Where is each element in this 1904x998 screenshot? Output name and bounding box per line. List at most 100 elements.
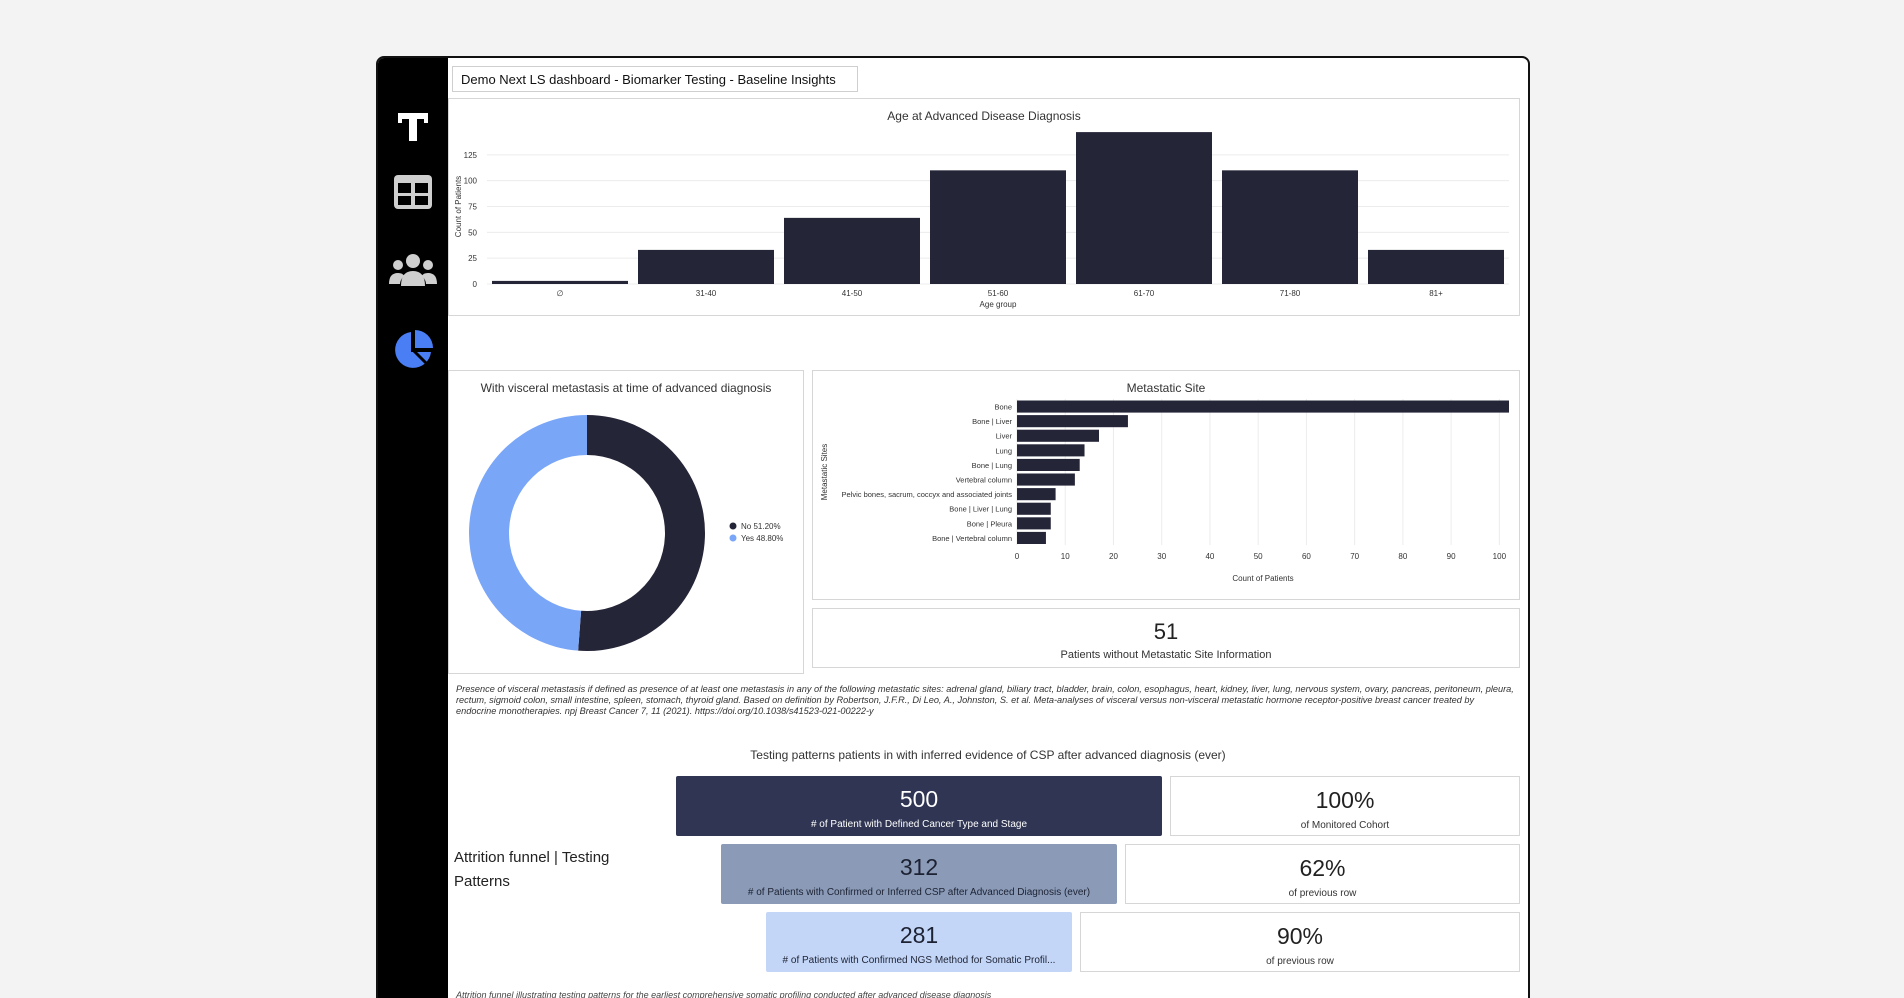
legend-marker <box>729 522 737 530</box>
donut-slice-no[interactable] <box>578 415 705 651</box>
meta-xtick-label: 20 <box>1109 552 1118 561</box>
missing-site-kpi: 51 Patients without Metastatic Site Info… <box>812 608 1520 668</box>
meta-xtick-label: 50 <box>1254 552 1263 561</box>
funnel-label: Attrition funnel | Testing Patterns <box>454 849 610 890</box>
meta-xtick-label: 30 <box>1157 552 1166 561</box>
funnel-row-1-value: 500 <box>899 786 939 812</box>
meta-xtick-label: 40 <box>1205 552 1214 561</box>
age-bar-81+[interactable] <box>1368 249 1504 284</box>
meta-category-label: Bone | Liver <box>972 417 1012 426</box>
age-bar-61-70[interactable] <box>1076 132 1212 284</box>
visceral-donut-chart: No 51.20% Yes 48.80% <box>468 415 783 651</box>
meta-xtick-label: 80 <box>1398 552 1407 561</box>
meta-category-label: Liver <box>996 432 1013 441</box>
age-xtick-label: 51-60 <box>988 289 1009 298</box>
age-xtick-label: 81+ <box>1429 289 1443 298</box>
funnel-row-3-value: 281 <box>899 922 939 948</box>
meta-bar[interactable] <box>1017 488 1056 501</box>
age-chart-panel: Age at Advanced Disease Diagnosis 0 25 50 7… <box>448 98 1520 316</box>
age-bar-51-60[interactable] <box>930 170 1066 284</box>
meta-category-label: Bone <box>994 403 1012 412</box>
funnel-row-3-pct: 90% of previous row <box>1080 912 1520 972</box>
metastatic-chart-title: Metastatic Site <box>1126 381 1206 395</box>
meta-xtick-label: 10 <box>1061 552 1070 561</box>
meta-xtick-label: 70 <box>1350 552 1359 561</box>
legend-entry: No 51.20% <box>741 522 781 531</box>
meta-bar[interactable] <box>1017 531 1046 544</box>
age-xtick-label: 71-80 <box>1280 289 1301 298</box>
funnel-row-2-label: # of Patients with Confirmed or Inferred… <box>747 887 1091 898</box>
funnel-row-2-pct-value: 62% <box>1299 855 1346 881</box>
visceral-definition-note: Presence of visceral metastasis if defin… <box>456 684 1514 716</box>
age-bar-41-50[interactable] <box>784 217 920 284</box>
meta-xtick-label: 0 <box>1015 552 1020 561</box>
users-icon[interactable] <box>378 242 448 298</box>
meta-bar[interactable] <box>1017 429 1099 442</box>
meta-bar[interactable] <box>1017 444 1085 457</box>
dashboard-title[interactable]: Demo Next LS dashboard - Biomarker Testi… <box>452 66 858 92</box>
age-bar-71-80[interactable] <box>1222 170 1358 284</box>
meta-category-label: Lung <box>995 446 1012 455</box>
meta-category-label: Bone | Liver | Lung <box>949 505 1012 514</box>
age-xtick-label: 31-40 <box>696 289 717 298</box>
pie-chart-icon[interactable] <box>378 322 448 378</box>
funnel-note: Attrition funnel illustrating testing pa… <box>456 990 992 998</box>
legend-entry: Yes 48.80% <box>741 534 783 543</box>
funnel-row-2-value: 312 <box>899 854 939 880</box>
t-logo-icon[interactable] <box>378 98 448 154</box>
age-xtick-label: ∅ <box>557 289 564 298</box>
age-xtick-label: 41-50 <box>842 289 863 298</box>
meta-xaxis-label: Count of Patients <box>1232 574 1293 583</box>
meta-category-label: Pelvic bones, sacrum, coccyx and associa… <box>842 490 1013 499</box>
funnel-row-3-pct-value: 90% <box>1276 923 1324 949</box>
metastatic-chart-panel: Metastatic Site 0 10 20 30 40 50 60 70 80 90 100 Bo… <box>812 370 1520 600</box>
age-ytick-label: 0 <box>473 280 478 289</box>
meta-bar[interactable] <box>1017 502 1051 515</box>
table-icon[interactable] <box>378 164 448 220</box>
meta-bar[interactable] <box>1017 517 1051 530</box>
age-yaxis-label: Count of Patients <box>454 176 463 237</box>
age-ytick-label: 25 <box>468 254 477 263</box>
sidebar <box>378 58 448 998</box>
age-ytick-label: 125 <box>464 151 478 160</box>
age-xtick-label: 61-70 <box>1134 289 1155 298</box>
missing-site-label: Patients without Metastatic Site Informa… <box>1060 649 1272 661</box>
funnel-row-1-pct-value: 100% <box>1315 787 1375 813</box>
meta-bar[interactable] <box>1017 458 1080 471</box>
funnel-row-2-pct-label: of previous row <box>1288 888 1357 899</box>
funnel-row-1-pct: 100% of Monitored Cohort <box>1170 776 1520 836</box>
age-ytick-label: 75 <box>468 203 477 212</box>
visceral-chart-panel: With visceral metastasis at time of adva… <box>448 370 804 674</box>
donut-slice-yes[interactable] <box>468 415 587 651</box>
age-bar-31-40[interactable] <box>638 249 774 284</box>
missing-site-value: 51 <box>1153 619 1179 644</box>
meta-category-label: Bone | Vertebral column <box>932 534 1012 543</box>
funnel-row-2: 312 # of Patients with Confirmed or Infe… <box>721 844 1117 904</box>
age-ytick-label: 100 <box>464 177 478 186</box>
funnel-row-1-pct-label: of Monitored Cohort <box>1300 820 1390 831</box>
funnel-row-3-pct-label: of previous row <box>1266 956 1334 967</box>
metastatic-chart: 0 10 20 30 40 50 60 70 80 90 100 Bone Bone | Liver Li… <box>820 399 1509 583</box>
meta-category-label: Vertebral column <box>956 476 1012 485</box>
age-bar-∅[interactable] <box>492 280 628 284</box>
funnel-row-3: 281 # of Patients with Confirmed NGS Met… <box>766 912 1072 972</box>
meta-category-label: Bone | Lung <box>972 461 1012 470</box>
legend-marker <box>729 534 737 542</box>
age-chart-title: Age at Advanced Disease Diagnosis <box>887 109 1081 123</box>
meta-yaxis-label: Metastatic Sites <box>820 444 829 500</box>
meta-bar[interactable] <box>1017 473 1075 486</box>
age-xaxis-label: Age group <box>980 300 1017 309</box>
app-window: Demo Next LS dashboard - Biomarker Testi… <box>376 56 1530 998</box>
meta-xtick-label: 90 <box>1447 552 1456 561</box>
funnel-row-3-label: # of Patients with Confirmed NGS Method … <box>782 955 1056 966</box>
age-chart: 0 25 50 75 100 125 ∅ 31-40 41-50 51-60 61-70 71-80 8… <box>454 132 1509 309</box>
testing-section-title: Testing patterns patients in with inferr… <box>750 748 1226 762</box>
dashboard-main: Demo Next LS dashboard - Biomarker Testi… <box>448 58 1528 998</box>
age-ytick-label: 50 <box>468 228 477 237</box>
meta-bar[interactable] <box>1017 415 1128 428</box>
meta-bar[interactable] <box>1017 400 1509 413</box>
meta-xtick-label: 60 <box>1302 552 1311 561</box>
meta-category-label: Bone | Pleura <box>967 519 1013 528</box>
visceral-chart-title: With visceral metastasis at time of adva… <box>480 381 772 395</box>
funnel-row-1-label: # of Patient with Defined Cancer Type an… <box>810 819 1028 830</box>
